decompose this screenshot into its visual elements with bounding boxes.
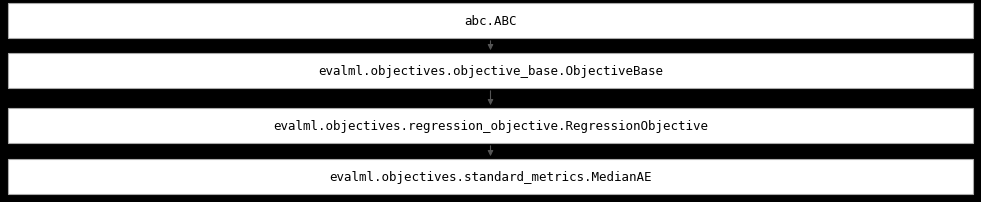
Text: evalml.objectives.regression_objective.RegressionObjective: evalml.objectives.regression_objective.R… — [273, 119, 708, 132]
Bar — [8, 108, 973, 143]
Text: evalml.objectives.standard_metrics.MedianAE: evalml.objectives.standard_metrics.Media… — [330, 170, 651, 183]
Text: abc.ABC: abc.ABC — [464, 15, 517, 28]
Bar — [8, 159, 973, 194]
Text: evalml.objectives.objective_base.ObjectiveBase: evalml.objectives.objective_base.Objecti… — [318, 65, 663, 78]
Bar — [8, 4, 973, 39]
Bar — [8, 54, 973, 88]
